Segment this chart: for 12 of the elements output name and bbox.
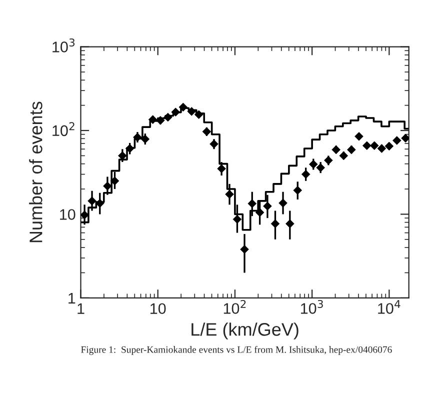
y-tick-label: 1 xyxy=(68,292,76,304)
caption: Figure 1: Super-Kamiokande events vs L/E from M. Ishitsuka, hep-ex/0406076 xyxy=(81,346,392,355)
x-axis-title: L/E (km/GeV) xyxy=(192,322,298,340)
x-tick-label: 10$^{2}$ xyxy=(224,300,246,314)
x-tick-label: 10$^{4}$ xyxy=(378,300,400,314)
x-tick-label: 10 xyxy=(150,303,166,314)
x-tick-label: 10$^{3}$ xyxy=(301,300,323,314)
y-tick-label: 10$^{3}$ xyxy=(52,38,75,52)
y-axis-title: Number of events xyxy=(29,102,42,242)
x-tick-label: 1 xyxy=(78,303,84,314)
y-tick-label: 10$^{2}$ xyxy=(52,122,74,136)
y-tick-label: 10 xyxy=(60,209,76,220)
